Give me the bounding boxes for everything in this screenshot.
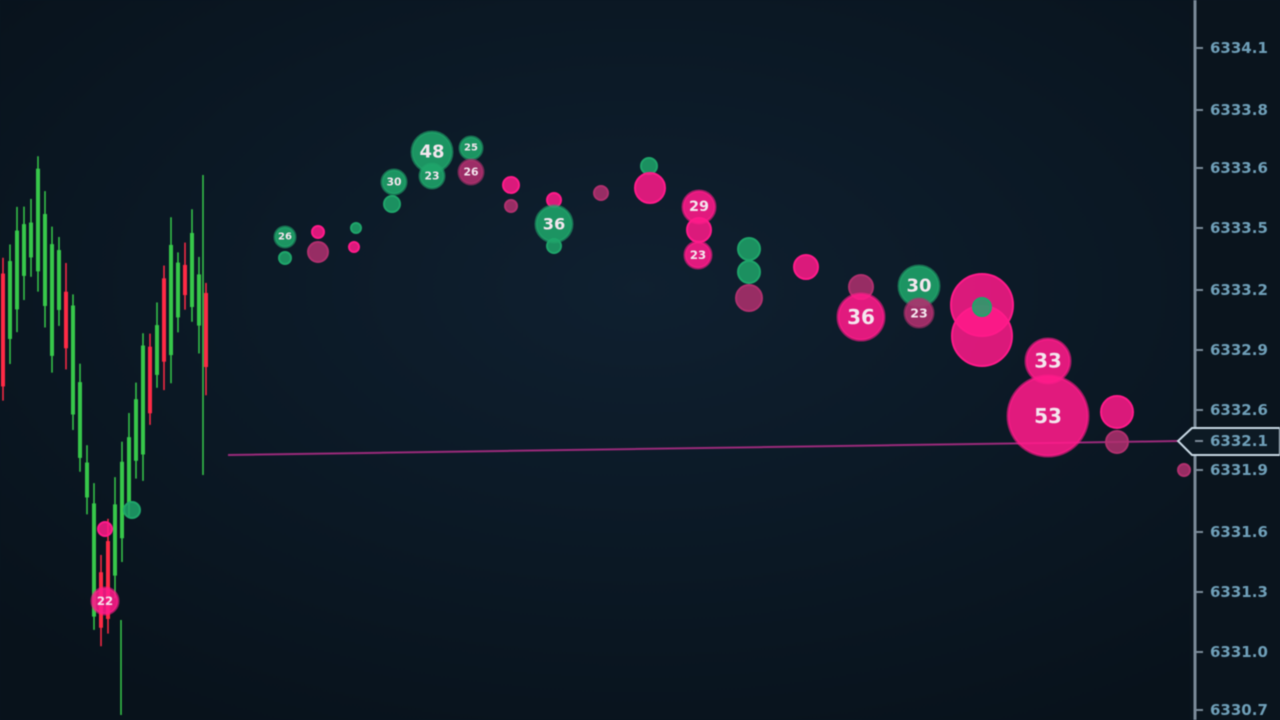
candle-body bbox=[71, 305, 75, 415]
candle-body bbox=[190, 232, 194, 308]
bubble bbox=[681, 189, 717, 225]
bubble-label: 23 bbox=[424, 170, 439, 183]
price-label: 6330.7 bbox=[1210, 701, 1268, 719]
candle-body bbox=[169, 244, 173, 356]
bubble bbox=[593, 185, 609, 201]
bubble bbox=[737, 237, 761, 261]
candle-body bbox=[78, 382, 82, 458]
candle-body bbox=[22, 224, 26, 276]
bubble bbox=[836, 292, 886, 342]
bubble-label: 25 bbox=[464, 143, 478, 154]
price-label: 6333.6 bbox=[1210, 159, 1268, 177]
bubble bbox=[348, 241, 360, 253]
bubble bbox=[383, 195, 401, 213]
bubble-label: 26 bbox=[278, 232, 292, 243]
price-label: 6331.6 bbox=[1210, 523, 1268, 541]
bubble-label: 29 bbox=[689, 199, 709, 215]
candle-body bbox=[127, 437, 131, 503]
bubble bbox=[737, 260, 761, 284]
candle-body bbox=[57, 250, 61, 310]
bubble-label: 33 bbox=[1034, 350, 1062, 373]
candle-body bbox=[15, 230, 19, 310]
bubble bbox=[1100, 395, 1134, 429]
bubble bbox=[793, 254, 819, 280]
bubble bbox=[273, 225, 297, 249]
candle-body bbox=[85, 462, 89, 498]
candle-body bbox=[120, 461, 124, 539]
candle-body bbox=[176, 262, 180, 318]
bubble bbox=[350, 222, 362, 234]
price-label: 6332.6 bbox=[1210, 401, 1268, 419]
bubble-label: 48 bbox=[419, 142, 444, 163]
price-label: 6332.9 bbox=[1210, 341, 1268, 359]
bubble bbox=[311, 225, 325, 239]
candle-body bbox=[8, 261, 12, 339]
bubble-label: 23 bbox=[690, 248, 706, 262]
bubble-label: 26 bbox=[463, 166, 478, 179]
bubble bbox=[640, 157, 658, 175]
bubble bbox=[634, 172, 666, 204]
bubble bbox=[1006, 374, 1090, 458]
bubble bbox=[972, 297, 992, 317]
price-label: 6333.5 bbox=[1210, 219, 1268, 237]
price-label: 6331.0 bbox=[1210, 643, 1268, 661]
candle-body bbox=[64, 291, 68, 349]
candle-body bbox=[1, 273, 5, 387]
bubble-label: 30 bbox=[386, 176, 401, 189]
bubble-label: 36 bbox=[847, 305, 875, 329]
bubble-label: 22 bbox=[97, 594, 113, 608]
bubble bbox=[502, 176, 520, 194]
bubble-label: 36 bbox=[543, 215, 566, 234]
candle-body bbox=[162, 278, 166, 362]
price-label: 6333.2 bbox=[1210, 281, 1268, 299]
bubble bbox=[735, 284, 763, 312]
bubble bbox=[418, 162, 446, 190]
current-price-marker bbox=[1176, 427, 1280, 456]
candle-body bbox=[155, 325, 159, 375]
bubble bbox=[90, 586, 120, 616]
candle-body bbox=[148, 346, 152, 414]
bubble bbox=[97, 521, 113, 537]
bubble-label: 53 bbox=[1034, 404, 1062, 428]
bubble bbox=[1177, 463, 1191, 477]
candle-body bbox=[197, 274, 201, 326]
candle-body bbox=[106, 541, 110, 619]
price-label: 6331.9 bbox=[1210, 461, 1268, 479]
candle-body bbox=[29, 222, 33, 258]
candle-body bbox=[204, 292, 208, 368]
candle-body bbox=[50, 244, 54, 356]
candle-body bbox=[113, 504, 117, 576]
bubble bbox=[307, 241, 329, 263]
bubble-label: 23 bbox=[910, 306, 928, 321]
candle-body bbox=[92, 503, 96, 617]
candle-body bbox=[36, 168, 40, 272]
price-label: 6332.1 bbox=[1210, 432, 1268, 450]
bubble bbox=[1105, 430, 1129, 454]
bubble bbox=[504, 199, 518, 213]
price-axis-panel bbox=[1190, 0, 1280, 720]
price-label: 6333.8 bbox=[1210, 101, 1268, 119]
bubble bbox=[683, 240, 713, 270]
bubble bbox=[903, 297, 935, 329]
bubble bbox=[457, 158, 485, 186]
bubble bbox=[534, 204, 574, 244]
price-label: 6331.3 bbox=[1210, 583, 1268, 601]
bubble bbox=[123, 501, 141, 519]
candle-body bbox=[134, 399, 138, 461]
bubble bbox=[380, 168, 408, 196]
bubble bbox=[278, 251, 292, 265]
bubble-label: 30 bbox=[906, 276, 931, 297]
candle-body bbox=[141, 345, 145, 455]
candle-body bbox=[43, 214, 47, 306]
candle-body bbox=[183, 264, 187, 296]
price-label: 6334.1 bbox=[1210, 39, 1268, 57]
